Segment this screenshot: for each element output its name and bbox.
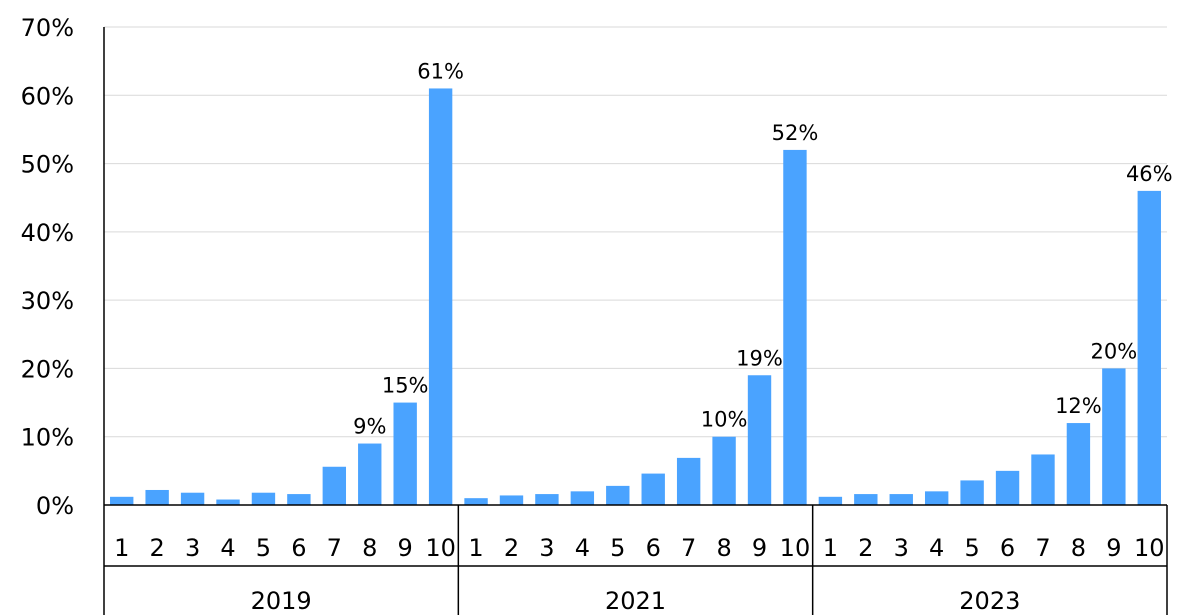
y-axis-ticks: 0% 10% 20% 30% 40% 50% 60% 70% [21, 14, 74, 520]
data-label: 10% [701, 408, 748, 432]
data-label: 9% [353, 415, 386, 439]
bar [287, 494, 311, 505]
x-category-label: 10 [425, 534, 456, 562]
x-category-label: 1 [468, 534, 483, 562]
x-category-label: 8 [362, 534, 377, 562]
y-tick-label: 40% [21, 219, 74, 247]
bar [499, 495, 524, 505]
bar [1031, 454, 1055, 505]
bar [641, 473, 665, 505]
x-group-label: 2023 [959, 587, 1020, 615]
x-category-label: 2 [150, 534, 165, 562]
bar [570, 491, 595, 505]
x-category-label: 4 [220, 534, 235, 562]
x-category-label: 7 [327, 534, 342, 562]
data-label: 19% [736, 346, 783, 370]
x-category-label: 4 [575, 534, 590, 562]
x-category-label: 9 [1106, 534, 1121, 562]
bar [535, 494, 559, 505]
y-tick-label: 10% [21, 424, 74, 452]
x-category-label: 3 [539, 534, 554, 562]
x-category-label: 8 [1071, 534, 1086, 562]
data-label: 52% [772, 121, 819, 145]
data-label: 15% [382, 374, 429, 398]
y-tick-label: 60% [21, 82, 74, 110]
x-category-label: 1 [823, 534, 838, 562]
bar [358, 443, 382, 505]
gridlines [104, 26, 1167, 438]
data-label: 20% [1091, 339, 1138, 363]
bar [889, 494, 913, 505]
bar [606, 485, 630, 505]
x-category-label: 7 [681, 534, 696, 562]
x-category-label: 2 [858, 534, 873, 562]
bar [428, 88, 453, 505]
bar [712, 436, 736, 505]
bar [854, 494, 878, 505]
x-category-label: 7 [1035, 534, 1050, 562]
bar [818, 496, 843, 505]
x-category-label: 9 [752, 534, 767, 562]
x-category-label: 3 [894, 534, 909, 562]
x-group-label: 2021 [605, 587, 666, 615]
axes [103, 27, 1168, 615]
x-category-label: 8 [716, 534, 731, 562]
x-category-label: 5 [610, 534, 625, 562]
bar [180, 492, 205, 505]
x-category-label: 1 [114, 534, 129, 562]
bar [393, 402, 417, 505]
bar [1102, 368, 1126, 505]
bar [464, 498, 488, 505]
x-category-label: 6 [291, 534, 306, 562]
y-tick-label: 70% [21, 14, 74, 42]
bar [322, 466, 347, 505]
bar [676, 457, 701, 505]
y-tick-label: 50% [21, 151, 74, 179]
x-category-label: 6 [1000, 534, 1015, 562]
x-category-label: 5 [964, 534, 979, 562]
bar [145, 489, 169, 505]
x-category-label: 3 [185, 534, 200, 562]
bar [924, 491, 949, 505]
x-category-label: 6 [646, 534, 661, 562]
x-category-label: 2 [504, 534, 519, 562]
bar [960, 480, 984, 505]
data-labels: 9% 15% 61% 10% 19% 52% 12% 20% 46% [353, 59, 1173, 438]
y-tick-label: 0% [36, 492, 74, 520]
y-tick-label: 30% [21, 287, 74, 315]
x-category-label: 10 [1134, 534, 1165, 562]
bar [216, 499, 240, 505]
bars [110, 88, 1161, 505]
bar [110, 496, 134, 505]
data-label: 12% [1055, 394, 1102, 418]
bar [1137, 190, 1161, 505]
bar [1066, 423, 1091, 505]
y-tick-label: 20% [21, 355, 74, 383]
x-category-label: 10 [780, 534, 811, 562]
bar [251, 492, 276, 505]
bar [783, 149, 807, 505]
bar [747, 375, 772, 505]
x-category-label: 9 [398, 534, 413, 562]
x-category-label: 5 [256, 534, 271, 562]
x-category-label: 4 [929, 534, 944, 562]
bar [995, 470, 1020, 505]
data-label: 46% [1126, 162, 1173, 186]
x-group-label: 2019 [251, 587, 312, 615]
data-label: 61% [417, 59, 464, 83]
